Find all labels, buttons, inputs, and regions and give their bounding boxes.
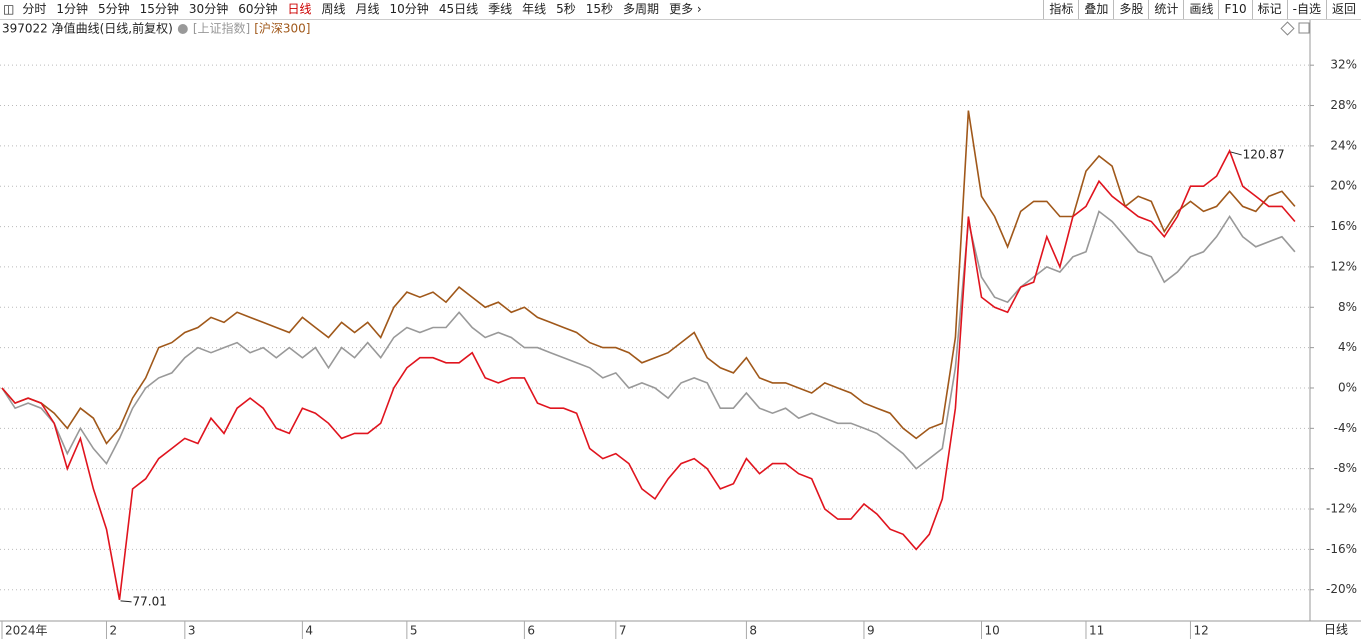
toolbar: ◫ 分时 1分钟 5分钟 15分钟 30分钟 60分钟 日线 周线 月线 10分钟 45日线 季线 年线… bbox=[0, 0, 1361, 20]
y-tick-label: 4% bbox=[1338, 340, 1357, 354]
x-tick-label: 3 bbox=[188, 624, 196, 638]
icon[interactable] bbox=[1298, 22, 1310, 34]
y-tick-label: -16% bbox=[1326, 542, 1357, 556]
y-tick-label: 8% bbox=[1338, 300, 1357, 314]
tool-button[interactable]: 叠加 bbox=[1078, 0, 1113, 19]
period-tab[interactable]: 更多 › bbox=[669, 2, 702, 16]
x-tick-label: 6 bbox=[527, 624, 535, 638]
tool-button[interactable]: 画线 bbox=[1183, 0, 1218, 19]
legend-entry: 397022 净值曲线(日线,前复权) bbox=[2, 21, 173, 36]
tool-button[interactable]: F10 bbox=[1218, 0, 1251, 19]
x-tick-label: 8 bbox=[749, 624, 757, 638]
period-tab[interactable]: 5分钟 bbox=[98, 2, 130, 16]
period-label: 日线 bbox=[1324, 623, 1348, 637]
legend-entry: [沪深300] bbox=[254, 22, 310, 36]
legend-icon bbox=[177, 24, 188, 34]
y-tick-label: -20% bbox=[1326, 582, 1357, 596]
y-tick-label: -4% bbox=[1334, 421, 1357, 435]
period-tab[interactable]: 60分钟 bbox=[238, 2, 278, 16]
icon[interactable]: ◫ bbox=[3, 2, 15, 16]
x-tick-label: 2024年 bbox=[5, 624, 48, 638]
period-tab[interactable]: 季线 bbox=[488, 2, 513, 16]
y-tick-label: 12% bbox=[1330, 259, 1357, 273]
y-tick-label: 24% bbox=[1330, 138, 1357, 152]
annotation-arrow bbox=[1230, 151, 1242, 156]
period-tab[interactable]: 30分钟 bbox=[188, 2, 229, 16]
x-tick-label: 4 bbox=[305, 624, 313, 638]
tool-buttons: 指标 叠加 多股 统计 画线 F10 标记 -自选 返回 bbox=[1043, 0, 1361, 19]
y-tick-label: 20% bbox=[1330, 179, 1357, 193]
tool-button[interactable]: 多股 bbox=[1113, 0, 1148, 19]
period-tab[interactable]: 45日线 bbox=[438, 2, 479, 16]
tool-button[interactable]: 统计 bbox=[1148, 0, 1183, 19]
y-tick-label: -8% bbox=[1334, 461, 1357, 475]
period-tab[interactable]: 月线 bbox=[355, 2, 380, 16]
period-tab[interactable]: 5秒 bbox=[556, 2, 576, 16]
x-tick-label: 7 bbox=[619, 624, 627, 638]
legend-entry: [上证指数] bbox=[193, 21, 250, 36]
y-tick-label: -12% bbox=[1326, 502, 1357, 516]
x-tick-label: 11 bbox=[1089, 624, 1104, 638]
period-tab[interactable]: 1分钟 bbox=[56, 2, 88, 16]
x-tick-label: 2 bbox=[109, 624, 117, 638]
annotation-arrow bbox=[120, 600, 132, 603]
y-tick-label: 32% bbox=[1330, 58, 1357, 72]
period-tab[interactable]: 10分钟 bbox=[389, 2, 429, 16]
period-tab[interactable]: 周线 bbox=[321, 2, 346, 16]
x-tick-label: 5 bbox=[410, 624, 418, 638]
period-tab[interactable]: 日线 bbox=[287, 2, 312, 16]
x-tick-label: 12 bbox=[1193, 624, 1208, 638]
tool-button[interactable]: 返回 bbox=[1325, 0, 1361, 19]
x-tick-label: 9 bbox=[867, 624, 875, 638]
tool-button[interactable]: -自选 bbox=[1286, 0, 1326, 19]
period-tab[interactable]: 多周期 bbox=[623, 2, 660, 16]
icon[interactable] bbox=[1280, 21, 1295, 36]
period-tab[interactable]: 15分钟 bbox=[139, 2, 179, 16]
period-tab[interactable]: 15秒 bbox=[585, 2, 614, 16]
y-tick-label: 28% bbox=[1330, 98, 1357, 112]
series-line bbox=[1, 210, 1296, 470]
period-tab[interactable]: 分时 bbox=[22, 2, 47, 16]
period-tab[interactable]: 年线 bbox=[522, 2, 547, 16]
series-line bbox=[1, 110, 1296, 445]
tool-button[interactable]: 指标 bbox=[1043, 0, 1078, 19]
y-tick-label: 0% bbox=[1338, 380, 1357, 394]
period-tabs: 分时 1分钟 5分钟 15分钟 30分钟 60分钟 日线 周线 月线 10分钟 45日线 季线 年线 5秒… bbox=[17, 0, 706, 19]
series-line bbox=[1, 148, 1296, 600]
annotation: 77.01 bbox=[133, 594, 167, 608]
y-tick-label: 16% bbox=[1330, 219, 1357, 233]
x-tick-label: 10 bbox=[985, 624, 1000, 638]
tool-button[interactable]: 标记 bbox=[1251, 0, 1287, 19]
annotation: 120.87 bbox=[1243, 147, 1285, 161]
